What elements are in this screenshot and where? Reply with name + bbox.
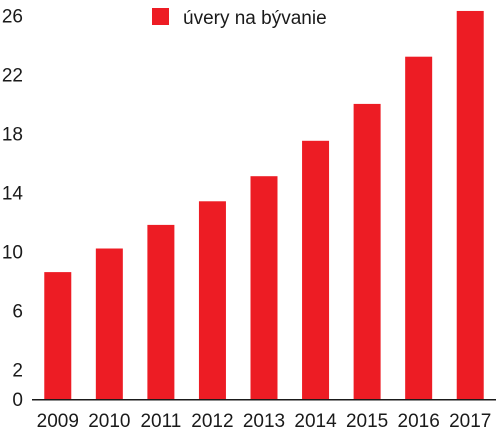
x-tick-label: 2013 xyxy=(243,411,285,432)
y-tick-label: 6 xyxy=(12,301,23,322)
bar xyxy=(44,272,72,399)
x-tick-label: 2009 xyxy=(37,411,79,432)
x-tick-label: 2011 xyxy=(140,411,181,432)
y-tick-label: 18 xyxy=(2,124,23,145)
x-tick-label: 2014 xyxy=(294,411,337,432)
x-tick-label: 2010 xyxy=(88,411,130,432)
y-tick-label: 14 xyxy=(2,183,24,204)
legend-label: úvery na bývanie xyxy=(183,8,327,29)
bar xyxy=(147,224,175,399)
x-tick-label: 2012 xyxy=(191,411,233,432)
x-tick-label: 2015 xyxy=(346,411,388,432)
x-tick-label: 2016 xyxy=(398,411,440,432)
y-tick-label: 22 xyxy=(2,65,23,86)
y-tick-label: 10 xyxy=(2,242,23,263)
bars xyxy=(44,10,484,400)
bar xyxy=(456,10,484,400)
legend-swatch xyxy=(152,8,169,25)
y-tick-label: 2 xyxy=(12,360,23,381)
y-tick-label: 0 xyxy=(12,390,23,411)
bar xyxy=(405,56,433,400)
y-tick-label: 26 xyxy=(2,6,23,27)
legend: úvery na bývanie xyxy=(152,8,327,29)
bar xyxy=(353,103,381,399)
x-axis-ticks: 2009 2010 2011 2012 2013 2014 2015 2016 2017 xyxy=(37,411,492,432)
bar xyxy=(250,176,278,399)
x-tick-label: 2017 xyxy=(449,411,491,432)
bar xyxy=(95,248,123,399)
bar xyxy=(198,201,226,399)
bar xyxy=(302,140,330,399)
